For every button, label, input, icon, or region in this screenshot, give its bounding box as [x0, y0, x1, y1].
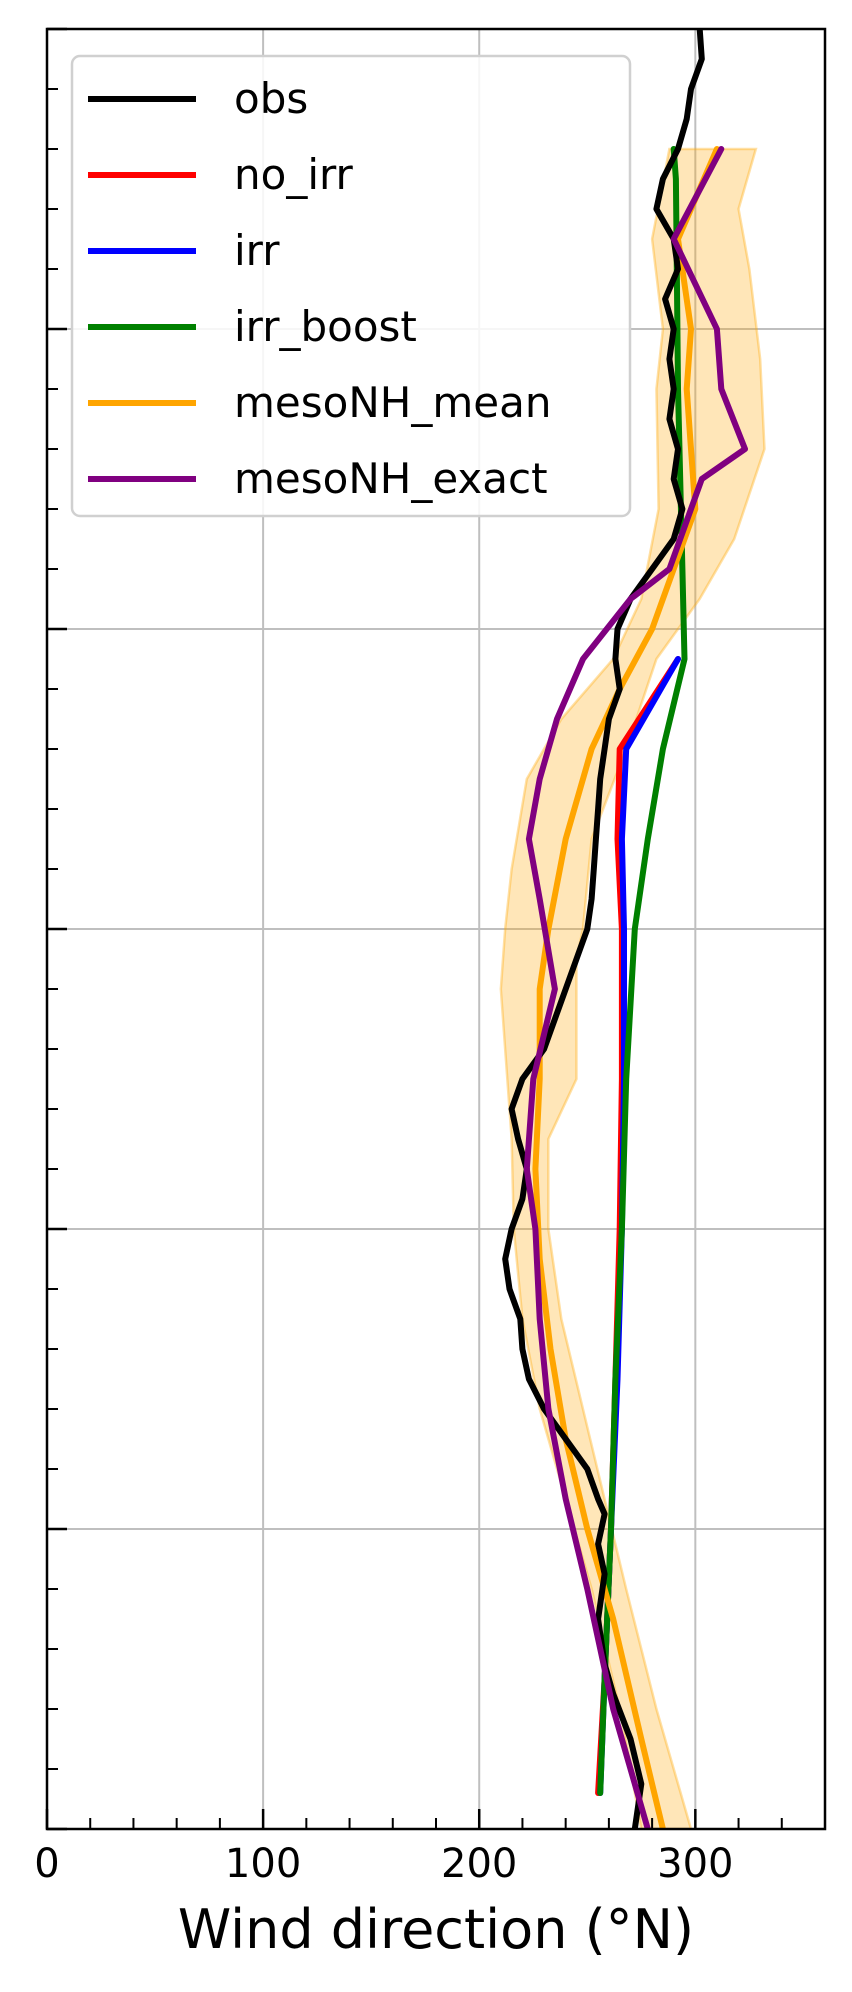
x-tick-label-300: 300 — [657, 1841, 733, 1887]
series-line-mesoNH-mean — [532, 146, 720, 1829]
x-tick-label-100: 100 — [225, 1841, 301, 1887]
legend-label-mesoNH-mean: mesoNH_mean — [234, 378, 551, 427]
x-tick-label-200: 200 — [441, 1841, 517, 1887]
legend-label-mesoNH-exact: mesoNH_exact — [234, 454, 548, 503]
x-tick-labels: 0 100 200 300 — [34, 1841, 733, 1887]
x-axis-label: Wind direction (°N) — [178, 1898, 694, 1961]
legend-label-irr-boost: irr_boost — [234, 302, 417, 351]
series-line-obs — [502, 29, 705, 1829]
legend-label-irr: irr — [234, 226, 280, 275]
series-layer — [502, 29, 748, 1829]
axis-ticks — [45, 27, 826, 1831]
legend-frame — [70, 54, 632, 518]
legend-label-obs: obs — [234, 74, 308, 123]
legend-label-no-irr: no_irr — [234, 150, 354, 199]
series-line-irr-boost — [597, 146, 688, 1796]
x-tick-label-0: 0 — [34, 1841, 59, 1887]
series-line-mesoNH-exact — [523, 146, 748, 1829]
